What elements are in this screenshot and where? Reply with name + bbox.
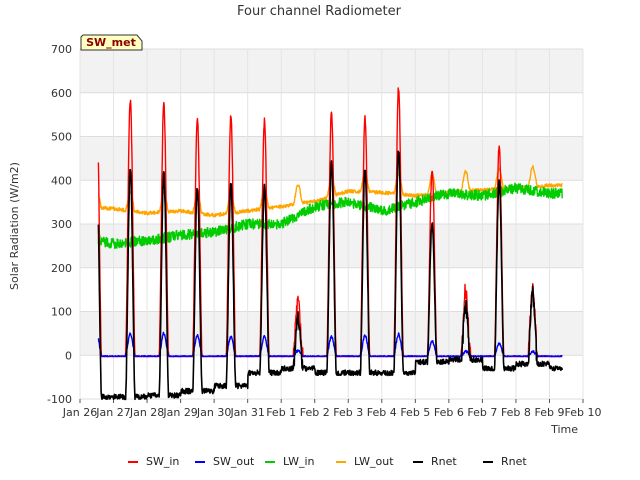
sw-met-badge: SW_met — [80, 34, 143, 51]
plot-band — [80, 311, 583, 356]
x-tick-label: Feb 6 — [434, 406, 464, 419]
x-tick-label: Feb 1 — [266, 406, 296, 419]
x-tick-label: Feb 5 — [400, 406, 430, 419]
legend-label: LW_out — [354, 455, 394, 468]
legend: SW_in SW_out LW_in LW_out Rnet Rnet — [128, 455, 527, 468]
y-axis-label: Solar Radiation (W/m2) — [8, 162, 21, 290]
x-axis-label: Time — [550, 423, 578, 436]
x-tick-label: Jan 29 — [162, 406, 197, 419]
y-tick-label: -100 — [47, 393, 72, 406]
y-tick-label: 200 — [51, 262, 72, 275]
y-tick-label: 300 — [51, 218, 72, 231]
series-line-sw-out — [97, 331, 563, 358]
plot-band — [80, 224, 583, 268]
y-tick-label: 500 — [51, 131, 72, 144]
x-tick-label: Feb 2 — [300, 406, 330, 419]
x-tick-label: Jan 26 — [62, 406, 97, 419]
plot-band — [80, 49, 583, 93]
y-tick-label: 400 — [51, 174, 72, 187]
badge-box — [80, 34, 143, 51]
legend-label: SW_out — [213, 455, 255, 468]
legend-label: Rnet — [431, 455, 457, 468]
x-tick-label: Jan 31 — [229, 406, 264, 419]
legend-label: SW_in — [146, 455, 179, 468]
x-tick-label: Feb 10 — [565, 406, 602, 419]
x-tick-label: Jan 30 — [196, 406, 231, 419]
x-tick-label: Jan 27 — [95, 406, 130, 419]
x-tick-label: Feb 7 — [467, 406, 497, 419]
series-line-rnet — [97, 150, 563, 401]
chart-title: Four channel Radiometer — [237, 4, 402, 19]
badge-label: SW_met — [86, 36, 136, 49]
x-tick-label: Feb 3 — [333, 406, 363, 419]
y-tick-label: 700 — [51, 43, 72, 56]
legend-label: LW_in — [283, 455, 315, 468]
y-tick-label: 600 — [51, 87, 72, 100]
x-tick-label: Feb 4 — [367, 406, 397, 419]
legend-label: Rnet — [501, 455, 527, 468]
series-lines — [97, 87, 563, 401]
x-tick-label: Jan 28 — [129, 406, 164, 419]
y-axis-ticks: -100 0 100 200 300 400 500 600 700 — [47, 43, 72, 406]
x-tick-label: Feb 8 — [501, 406, 531, 419]
x-axis-ticks: Jan 26 Jan 27 Jan 28 Jan 29 Jan 30 Jan 31 Feb … — [62, 399, 602, 419]
x-tick-label: Feb 9 — [534, 406, 564, 419]
y-tick-label: 100 — [51, 306, 72, 319]
y-tick-label: 0 — [65, 349, 72, 362]
